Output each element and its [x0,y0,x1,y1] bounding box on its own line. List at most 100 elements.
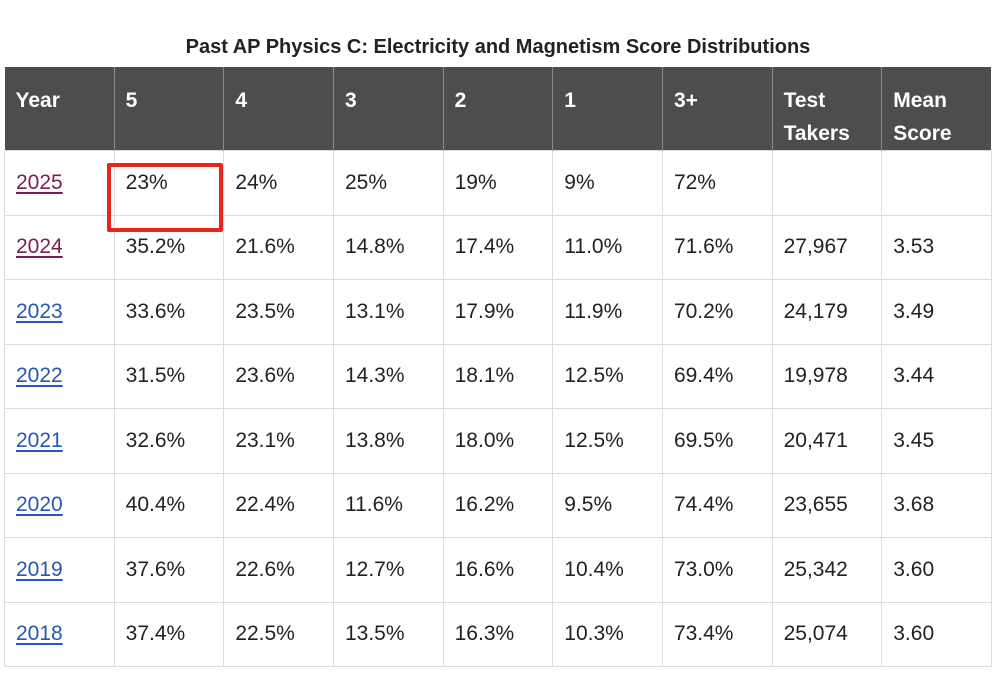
score-3-plus-cell: 69.4% [661,343,773,409]
test-takers-cell: 25,342 [771,537,883,603]
table-row: 2021 32.6% 23.1% 13.8% 18.0% 12.5% 69.5%… [4,408,992,474]
table-row: 2022 31.5% 23.6% 14.3% 18.1% 12.5% 69.4%… [4,343,992,409]
score-3-plus-cell: 73.0% [661,537,773,603]
header-score-5: 5 [113,67,224,151]
header-year: Year [4,67,115,151]
score-3-cell: 14.3% [332,343,444,409]
mean-score-cell: 3.44 [881,343,992,409]
year-link[interactable]: 2024 [16,235,63,259]
mean-score-cell: 3.60 [881,537,992,603]
test-takers-cell: 27,967 [771,214,883,280]
score-3-plus-cell: 72% [661,150,773,216]
score-5-cell: 31.5% [113,343,225,409]
score-2-cell: 18.1% [442,343,554,409]
mean-score-cell: 3.49 [881,279,992,345]
test-takers-cell: 19,978 [771,343,883,409]
score-4-cell: 22.6% [223,537,334,603]
year-link[interactable]: 2018 [16,622,63,646]
mean-score-cell: 3.53 [881,214,992,280]
score-1-cell: 10.4% [552,537,663,603]
year-cell: 2021 [4,408,115,474]
score-2-cell: 17.4% [442,214,554,280]
score-2-cell: 16.2% [442,472,554,538]
score-3-cell: 25% [332,150,444,216]
score-4-cell: 23.6% [223,343,334,409]
score-3-plus-cell: 74.4% [661,472,773,538]
header-score-4: 4 [223,67,334,151]
mean-score-cell: 3.68 [881,472,992,538]
score-5-cell: 40.4% [113,472,225,538]
table-row: 2019 37.6% 22.6% 12.7% 16.6% 10.4% 73.0%… [4,537,992,603]
year-link[interactable]: 2021 [16,428,63,452]
table-row: 2020 40.4% 22.4% 11.6% 16.2% 9.5% 74.4% … [4,472,992,538]
header-score-3-plus: 3+ [661,67,773,151]
score-4-cell: 21.6% [223,214,334,280]
score-2-cell: 17.9% [442,279,554,345]
score-4-cell: 22.5% [223,601,334,667]
year-cell: 2020 [4,472,115,538]
score-3-plus-cell: 69.5% [661,408,773,474]
score-3-plus-cell: 70.2% [661,279,773,345]
table-row: 2018 37.4% 22.5% 13.5% 16.3% 10.3% 73.4%… [4,601,992,667]
score-5-cell: 37.4% [113,601,225,667]
score-2-cell: 16.6% [442,537,554,603]
score-4-cell: 22.4% [223,472,334,538]
score-2-cell: 19% [442,150,554,216]
score-3-plus-cell: 71.6% [661,214,773,280]
mean-score-cell: 3.60 [881,601,992,667]
score-3-cell: 13.5% [332,601,444,667]
score-1-cell: 9.5% [552,472,663,538]
header-score-2: 2 [442,67,553,151]
score-5-cell: 23% [113,150,225,216]
year-link[interactable]: 2022 [16,364,63,388]
score-1-cell: 9% [552,150,663,216]
test-takers-cell [771,150,883,216]
year-cell: 2022 [4,343,115,409]
year-link[interactable]: 2020 [16,493,63,517]
year-link[interactable]: 2019 [16,557,63,581]
score-4-cell: 24% [223,150,334,216]
table-caption: Past AP Physics C: Electricity and Magne… [185,36,811,58]
header-mean-score: Mean Score [881,67,992,151]
score-5-cell: 33.6% [113,279,225,345]
score-3-cell: 14.8% [332,214,444,280]
score-1-cell: 10.3% [552,601,663,667]
score-3-cell: 11.6% [332,472,444,538]
score-4-cell: 23.5% [223,279,334,345]
score-3-cell: 13.8% [332,408,444,474]
year-link[interactable]: 2025 [16,170,63,194]
score-1-cell: 12.5% [552,343,663,409]
year-cell: 2023 [4,279,115,345]
score-5-cell: 32.6% [113,408,225,474]
score-3-cell: 12.7% [332,537,444,603]
header-test-takers: Test Takers [771,67,882,151]
score-5-cell: 35.2% [113,214,225,280]
score-2-cell: 18.0% [442,408,554,474]
mean-score-cell [881,150,992,216]
header-score-1: 1 [552,67,663,151]
score-1-cell: 11.9% [552,279,663,345]
year-cell: 2024 [4,214,115,280]
header-score-3: 3 [332,67,444,151]
year-cell: 2018 [4,601,115,667]
test-takers-cell: 25,074 [771,601,883,667]
score-1-cell: 12.5% [552,408,663,474]
test-takers-cell: 24,179 [771,279,883,345]
score-2-cell: 16.3% [442,601,554,667]
score-1-cell: 11.0% [552,214,663,280]
year-link[interactable]: 2023 [16,299,63,323]
table-row: 2025 23% 24% 25% 19% 9% 72% [4,150,992,216]
score-5-cell: 37.6% [113,537,225,603]
score-distribution-table: Year 5 4 3 2 1 3+ Test Takers Mean Score… [4,67,992,667]
test-takers-cell: 23,655 [771,472,883,538]
test-takers-cell: 20,471 [771,408,883,474]
header-row: Year 5 4 3 2 1 3+ Test Takers Mean Score [4,67,992,151]
score-3-cell: 13.1% [332,279,444,345]
score-4-cell: 23.1% [223,408,334,474]
score-3-plus-cell: 73.4% [661,601,773,667]
year-cell: 2019 [4,537,115,603]
mean-score-cell: 3.45 [881,408,992,474]
table-row: 2024 35.2% 21.6% 14.8% 17.4% 11.0% 71.6%… [4,214,992,280]
table-row: 2023 33.6% 23.5% 13.1% 17.9% 11.9% 70.2%… [4,279,992,345]
